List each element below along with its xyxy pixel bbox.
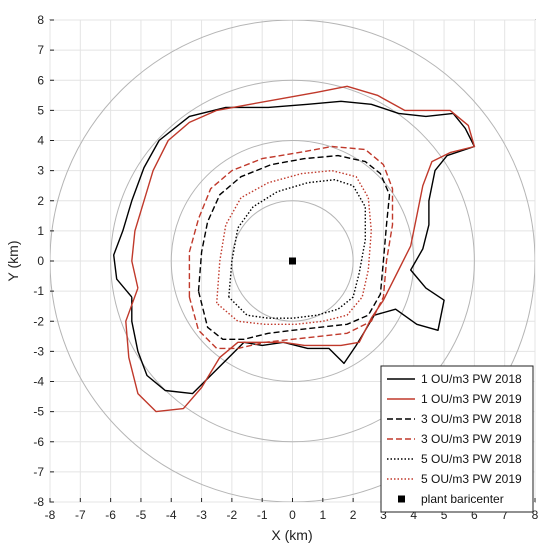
x-tick-label: -8 [45,508,56,522]
y-tick-label: -4 [33,375,44,389]
y-tick-label: 5 [37,103,44,117]
legend-label: 1 OU/m3 PW 2019 [421,392,522,406]
x-tick-label: 5 [441,508,448,522]
x-axis-title: X (km) [271,527,312,543]
x-tick-label: 3 [380,508,387,522]
series-line-4 [188,145,394,350]
x-tick-label: -7 [75,508,86,522]
x-tick-label: 7 [501,508,508,522]
range-circles [50,20,535,502]
y-axis-title: Y (km) [5,241,21,282]
legend-marker-swatch [398,495,405,503]
x-tick-label: 1 [319,508,326,522]
y-tick-label: 7 [37,43,44,57]
x-tick-label: -4 [166,508,177,522]
legend-label-marker: plant baricenter [421,492,504,506]
x-tick-label: 4 [410,508,417,522]
series-line-2 [125,85,476,413]
y-tick-labels: -8 -7 -6 -5 -4 -3 -2 -1 0 1 2 3 4 5 6 7 8 [33,13,54,509]
contour-series [113,85,476,413]
series-line-5 [228,179,366,319]
y-tick-label: 1 [37,224,44,238]
x-tick-label: 0 [289,508,296,522]
y-tick-label: 8 [37,13,44,27]
y-tick-label: -1 [33,284,44,298]
x-tick-label: 6 [471,508,478,522]
y-tick-label: 4 [37,134,44,148]
y-tick-label: 6 [37,73,44,87]
y-tick-label: -8 [33,495,44,509]
y-tick-label: 2 [37,194,44,208]
x-tick-label: 2 [350,508,357,522]
range-circle [170,140,415,382]
y-tick-label: 3 [37,164,44,178]
legend-label: 5 OU/m3 PW 2019 [421,472,522,486]
legend-label: 5 OU/m3 PW 2018 [421,452,522,466]
x-tick-label: -2 [227,508,238,522]
x-tick-label: -1 [257,508,268,522]
y-tick-label: -7 [33,465,44,479]
baricenter-marker-layer [289,257,296,265]
legend-label: 3 OU/m3 PW 2018 [421,412,522,426]
x-tick-labels: -8 -7 -6 -5 -4 -3 -2 -1 0 1 2 3 4 5 6 7 8 [45,498,539,522]
y-tick-label: -3 [33,344,44,358]
x-tick-label: 8 [532,508,539,522]
plant-baricenter-marker [289,257,296,265]
series-line-3 [197,154,391,340]
legend-label: 1 OU/m3 PW 2018 [421,372,522,386]
y-tick-label: -5 [33,405,44,419]
y-tick-label: -2 [33,314,44,328]
y-tick-label: -6 [33,435,44,449]
legend-label: 3 OU/m3 PW 2019 [421,432,522,446]
x-tick-label: -6 [105,508,116,522]
x-tick-label: -3 [196,508,207,522]
legend: 1 OU/m3 PW 2018 1 OU/m3 PW 2019 3 OU/m3 PW… [380,365,534,513]
x-tick-label: -5 [136,508,147,522]
range-circle [110,79,475,443]
y-tick-label: 0 [37,254,44,268]
